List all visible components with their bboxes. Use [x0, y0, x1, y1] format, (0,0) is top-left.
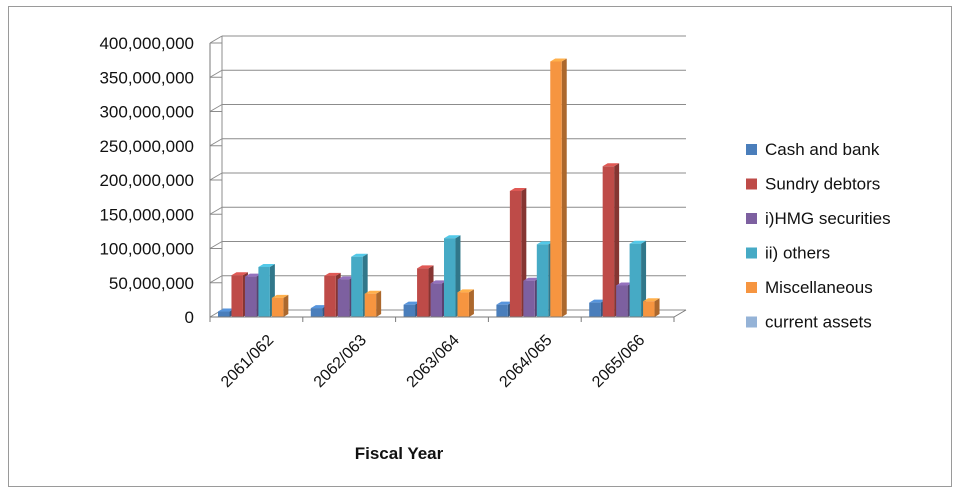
x-tick-label: 2062/063: [311, 332, 370, 391]
y-tick-label: 200,000,000: [99, 171, 194, 190]
legend-swatch: [746, 144, 757, 155]
legend-entry: Miscellaneous: [746, 278, 873, 297]
legend-entry: current assets: [746, 313, 872, 332]
bar: [629, 240, 647, 317]
side-wall-line: [209, 275, 223, 284]
y-tick-label: 150,000,000: [99, 205, 194, 224]
legend-label: Miscellaneous: [765, 278, 873, 297]
legend-entry: ii) others: [746, 244, 830, 263]
legend-label: current assets: [765, 313, 872, 332]
bar: [550, 58, 567, 318]
side-wall-line: [209, 35, 223, 44]
side-wall-line: [209, 138, 223, 147]
bar: [643, 298, 660, 317]
side-wall-line: [209, 172, 223, 181]
fiscal-year-bar-chart: 0 50,000,000 100,000,000 150,000,000 200,000…: [99, 34, 891, 463]
y-tick-label: 400,000,000: [99, 34, 194, 53]
side-wall-line: [209, 104, 223, 112]
legend-entry: i)HMG securities: [746, 209, 891, 228]
y-tick-label: 50,000,000: [109, 274, 194, 293]
x-tick-label: 2063/064: [404, 332, 463, 391]
legend-swatch: [746, 213, 757, 224]
y-tick-label: 0: [185, 308, 194, 327]
bar: [457, 289, 474, 317]
legend-swatch: [746, 247, 757, 259]
legend-swatch: [746, 316, 757, 328]
bar: [271, 294, 289, 317]
bar: [364, 290, 382, 317]
x-tick-label: 2064/065: [496, 332, 555, 391]
legend-entry: Sundry debtors: [746, 175, 880, 194]
chart-frame: 0 50,000,000 100,000,000 150,000,000 200,000…: [8, 6, 952, 487]
side-wall-line: [209, 241, 223, 249]
bar: [602, 163, 620, 317]
legend-entry: Cash and bank: [746, 140, 880, 159]
side-wall-line: [209, 206, 223, 215]
legend-label: Sundry debtors: [765, 175, 880, 194]
legend-swatch: [746, 282, 757, 293]
legend-label: i)HMG securities: [765, 209, 891, 228]
x-tick-label: 2061/062: [218, 332, 277, 391]
side-wall-line: [209, 69, 223, 78]
y-tick-label: 350,000,000: [99, 68, 194, 87]
legend: Cash and bank Sundry debtors i)HMG securit…: [746, 140, 891, 332]
legend-label: ii) others: [765, 244, 830, 263]
y-tick-label: 100,000,000: [99, 240, 194, 259]
y-tick-label: 250,000,000: [99, 137, 194, 156]
x-tick-label: 2065/066: [589, 332, 648, 391]
y-tick-label: 300,000,000: [99, 103, 194, 122]
x-axis-title: Fiscal Year: [355, 444, 444, 463]
legend-swatch: [746, 178, 757, 190]
legend-label: Cash and bank: [765, 140, 880, 159]
